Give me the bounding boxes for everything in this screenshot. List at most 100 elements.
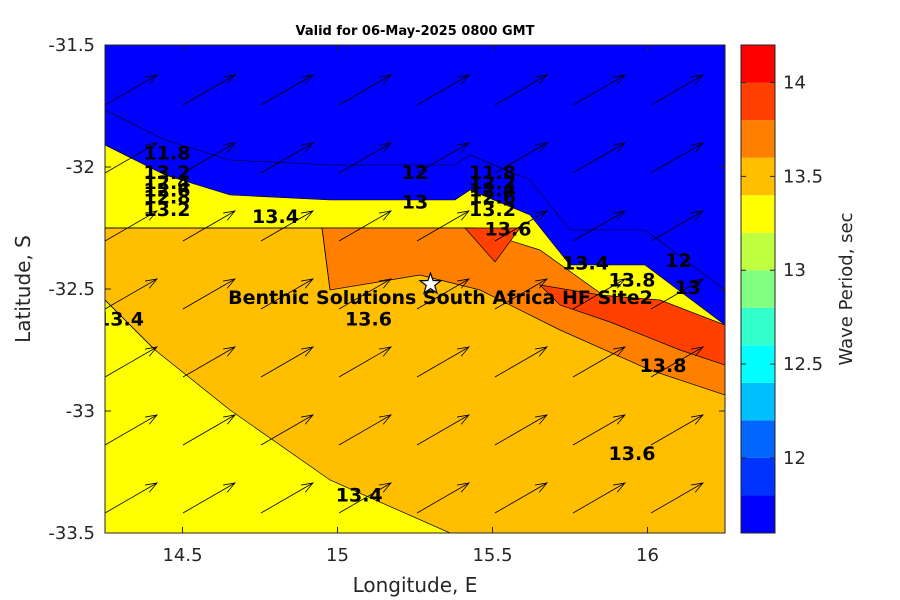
wave-arrow	[182, 414, 236, 446]
wave-arrow	[105, 414, 158, 446]
contour-label: 13.8	[609, 270, 656, 292]
wave-arrow-head	[379, 278, 392, 289]
wave-arrow-head	[145, 142, 158, 153]
wave-arrow	[416, 74, 470, 106]
wave-arrow	[650, 210, 704, 242]
wave-arrow-head	[535, 210, 548, 221]
wave-arrow	[572, 414, 626, 446]
wave-arrow	[338, 278, 392, 310]
contour-label: 13.2	[144, 199, 191, 221]
wave-arrow	[494, 142, 548, 174]
wave-arrow	[182, 210, 236, 242]
colorbar-segment	[741, 270, 775, 308]
contour-label: 12.6	[469, 187, 516, 209]
star-icon	[418, 271, 443, 295]
wave-arrow	[260, 414, 314, 446]
wave-arrow-head	[301, 210, 314, 221]
wave-arrow	[572, 210, 626, 242]
region-peak-small	[464, 227, 521, 263]
contour-label: 13.6	[345, 309, 392, 331]
wave-arrow-head	[457, 74, 470, 85]
wave-arrow	[494, 346, 548, 378]
wave-arrow	[182, 346, 236, 378]
wave-arrow	[572, 278, 626, 310]
colorbar-segment	[741, 195, 775, 233]
wave-arrow	[650, 278, 704, 310]
wave-arrow-head	[535, 346, 548, 357]
wave-arrow-head	[223, 74, 236, 85]
wave-arrow-head	[457, 414, 470, 425]
wave-arrow	[338, 482, 392, 514]
x-tick-label: 14.5	[162, 545, 202, 566]
wave-arrow	[105, 278, 158, 310]
wave-arrow-head	[613, 74, 626, 85]
wave-direction-arrows	[105, 74, 704, 514]
wave-arrow-head	[457, 142, 470, 153]
wave-arrow-head	[691, 278, 704, 289]
wave-arrow-head	[223, 414, 236, 425]
wave-arrow	[182, 142, 236, 174]
contour-label: 12.4	[144, 172, 191, 194]
wave-arrow-head	[379, 142, 392, 153]
wave-arrow	[650, 414, 704, 446]
wave-arrow	[338, 414, 392, 446]
wave-arrow	[494, 210, 548, 242]
wave-arrow	[105, 142, 158, 174]
contour-label: 12.6	[144, 179, 191, 201]
wave-arrow	[494, 74, 548, 106]
wave-arrow-head	[145, 210, 158, 221]
wave-arrow	[338, 346, 392, 378]
wave-arrow	[416, 210, 470, 242]
wave-arrow-head	[691, 346, 704, 357]
wave-arrow-head	[535, 482, 548, 493]
wave-arrow-head	[301, 482, 314, 493]
colorbar-segment	[741, 457, 775, 496]
wave-arrow-head	[457, 482, 470, 493]
region-shelf-band	[321, 227, 725, 396]
colorbar-segment	[741, 382, 775, 421]
contour-label: 12.4	[469, 179, 516, 201]
wave-arrow-head	[613, 482, 626, 493]
wave-arrow	[260, 74, 314, 106]
wave-arrow	[650, 142, 704, 174]
colorbar-segment	[741, 307, 775, 346]
contour-label: 13.2	[469, 199, 516, 221]
y-tick-label: -31.5	[48, 35, 95, 56]
wave-arrow	[338, 74, 392, 106]
wave-arrow-head	[691, 414, 704, 425]
contour-labels: 11.813.212.412.612.813.2 13.4121311.812.2…	[105, 143, 701, 507]
wave-arrow-head	[145, 414, 158, 425]
wave-arrow	[650, 482, 704, 514]
wave-arrow	[416, 278, 470, 310]
wave-arrow	[105, 74, 158, 106]
wave-arrow	[260, 278, 314, 310]
wave-arrow-head	[145, 346, 158, 357]
contour-label: 11.8	[144, 143, 191, 165]
colorbar-segment	[741, 345, 775, 383]
contour-label: 13.2	[144, 162, 191, 184]
wave-arrow	[105, 482, 158, 514]
wave-arrow	[494, 278, 548, 310]
wave-arrow-head	[301, 142, 314, 153]
wave-arrow	[572, 74, 626, 106]
contour-label: 11.8	[469, 162, 516, 184]
site-marker: Benthic Solutions South Africa HF Site2	[228, 271, 653, 309]
wave-arrow-head	[223, 142, 236, 153]
wave-arrow	[260, 482, 314, 514]
wave-arrow-head	[613, 278, 626, 289]
wave-arrow-head	[613, 346, 626, 357]
wave-arrow	[494, 482, 548, 514]
colorbar-segment	[741, 120, 775, 158]
wave-arrow-head	[379, 74, 392, 85]
colorbar-tick-label: 12	[783, 448, 806, 469]
wave-arrow-head	[379, 210, 392, 221]
contour-label: 12.8	[144, 187, 191, 209]
wave-arrow	[416, 482, 470, 514]
wave-arrow-head	[457, 210, 470, 221]
wave-arrow	[338, 210, 392, 242]
wave-arrow-head	[301, 414, 314, 425]
wave-arrow	[182, 278, 236, 310]
wave-arrow	[416, 414, 470, 446]
wave-arrow	[494, 414, 548, 446]
